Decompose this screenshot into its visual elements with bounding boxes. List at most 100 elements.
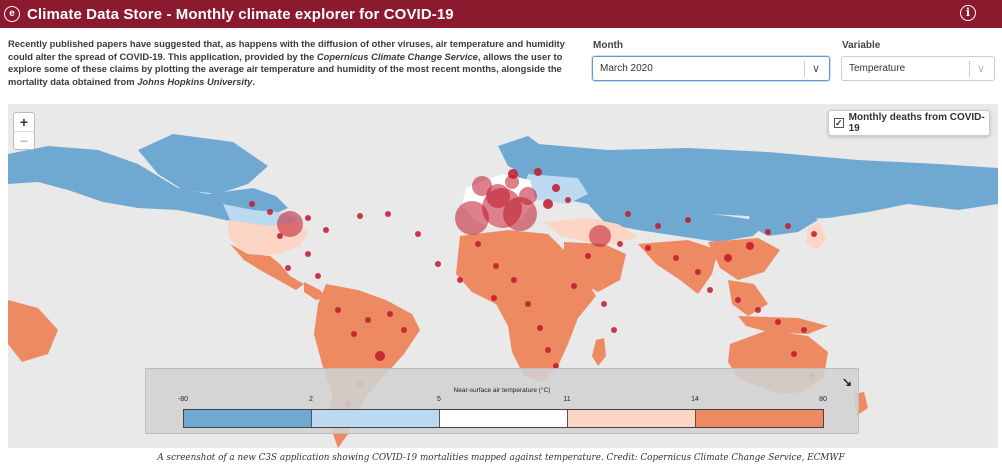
covid-death-bubble[interactable] bbox=[585, 253, 591, 259]
greenland bbox=[138, 134, 268, 194]
ecmwf-logo-icon: e bbox=[4, 6, 20, 22]
covid-death-bubble[interactable] bbox=[267, 209, 273, 215]
legend-swatch bbox=[696, 410, 823, 427]
covid-death-bubble[interactable] bbox=[357, 213, 363, 219]
covid-death-bubble[interactable] bbox=[435, 261, 441, 267]
covid-death-bubble[interactable] bbox=[685, 217, 691, 223]
covid-death-bubble[interactable] bbox=[493, 263, 499, 269]
covid-death-bubble[interactable] bbox=[249, 201, 255, 207]
covid-death-bubble[interactable] bbox=[755, 307, 761, 313]
scandinavia bbox=[498, 136, 550, 174]
month-select[interactable]: March 2020 ∨ bbox=[592, 56, 830, 81]
covid-death-bubble[interactable] bbox=[335, 307, 341, 313]
legend-tick: -80 bbox=[177, 396, 189, 403]
covid-death-bubble[interactable] bbox=[655, 223, 661, 229]
covid-death-bubble[interactable] bbox=[571, 283, 577, 289]
legend-title: Near-surface air temperature (°C) bbox=[453, 387, 551, 394]
covid-death-bubble[interactable] bbox=[801, 327, 807, 333]
covid-death-bubble[interactable] bbox=[491, 295, 497, 301]
covid-death-bubble[interactable] bbox=[511, 277, 517, 283]
covid-death-bubble[interactable] bbox=[351, 331, 357, 337]
covid-death-bubble[interactable] bbox=[601, 301, 607, 307]
covid-death-bubble[interactable] bbox=[545, 347, 551, 353]
covid-death-bubble[interactable] bbox=[365, 317, 371, 323]
covid-death-bubble[interactable] bbox=[625, 211, 631, 217]
covid-death-bubble[interactable] bbox=[315, 273, 321, 279]
eurasia-north bbox=[508, 144, 998, 220]
app-header: e Climate Data Store - Monthly climate e… bbox=[0, 0, 1002, 28]
legend-swatch bbox=[184, 410, 312, 427]
central-america bbox=[304, 282, 326, 300]
covid-death-bubble[interactable] bbox=[811, 231, 817, 237]
covid-death-bubble[interactable] bbox=[323, 227, 329, 233]
indonesia bbox=[738, 316, 828, 334]
covid-death-bubble[interactable] bbox=[472, 176, 492, 196]
image-caption: A screenshot of a new C3S application sh… bbox=[157, 453, 845, 463]
legend-tick: 80 bbox=[819, 396, 827, 403]
intro-text: Recently published papers have suggested… bbox=[8, 38, 582, 88]
zoom-out-button[interactable]: − bbox=[14, 131, 34, 149]
covid-death-bubble[interactable] bbox=[277, 233, 283, 239]
covid-death-bubble[interactable] bbox=[385, 211, 391, 217]
central-asia bbox=[588, 204, 768, 242]
covid-death-bubble[interactable] bbox=[724, 254, 732, 262]
covid-death-bubble[interactable] bbox=[534, 168, 542, 176]
covid-death-bubble[interactable] bbox=[746, 242, 754, 250]
chevron-down-icon[interactable]: ∨ bbox=[976, 63, 986, 75]
china-south bbox=[708, 238, 780, 280]
covid-death-bubble[interactable] bbox=[457, 277, 463, 283]
covid-death-bubble[interactable] bbox=[503, 197, 537, 231]
covid-death-bubble[interactable] bbox=[505, 175, 519, 189]
legend-swatch bbox=[440, 410, 568, 427]
variable-label: Variable bbox=[842, 40, 881, 51]
covid-death-bubble[interactable] bbox=[285, 265, 291, 271]
covid-death-bubble[interactable] bbox=[305, 251, 311, 257]
covid-death-bubble[interactable] bbox=[611, 327, 617, 333]
covid-death-bubble[interactable] bbox=[735, 297, 741, 303]
covid-death-bubble[interactable] bbox=[707, 287, 713, 293]
covid-death-bubble[interactable] bbox=[508, 169, 518, 179]
covid-death-bubble[interactable] bbox=[673, 255, 679, 261]
zoom-in-button[interactable]: + bbox=[19, 114, 29, 130]
layer-toggle[interactable]: ✓ Monthly deaths from COVID-19 bbox=[828, 110, 990, 136]
covid-death-bubble[interactable] bbox=[401, 327, 407, 333]
intro-part-2: , allows the user to explore some of the… bbox=[8, 50, 563, 87]
covid-death-bubble[interactable] bbox=[645, 245, 651, 251]
covid-death-bubble[interactable] bbox=[387, 311, 393, 317]
covid-death-bubble[interactable] bbox=[785, 223, 791, 229]
covid-death-bubble[interactable] bbox=[525, 301, 531, 307]
covid-death-bubble[interactable] bbox=[589, 225, 611, 247]
covid-death-bubble[interactable] bbox=[617, 241, 623, 247]
covid-death-bubble[interactable] bbox=[375, 351, 385, 361]
covid-death-bubble[interactable] bbox=[486, 184, 510, 208]
covid-death-bubble[interactable] bbox=[552, 184, 560, 192]
layer-label: Monthly deaths from COVID-19 bbox=[848, 112, 985, 134]
covid-death-bubble[interactable] bbox=[537, 325, 543, 331]
covid-death-bubble[interactable] bbox=[277, 211, 303, 237]
covid-death-bubble[interactable] bbox=[455, 201, 489, 235]
covid-death-bubble[interactable] bbox=[543, 199, 553, 209]
covid-death-bubble[interactable] bbox=[695, 269, 701, 275]
covid-death-bubble[interactable] bbox=[791, 351, 797, 357]
madagascar bbox=[592, 338, 606, 366]
covid-death-bubble[interactable] bbox=[519, 187, 537, 205]
covid-bubbles bbox=[249, 168, 817, 407]
zoom-control: + − bbox=[13, 112, 35, 150]
resize-arrow-icon[interactable]: ↘ bbox=[841, 375, 852, 389]
covid-death-bubble[interactable] bbox=[775, 319, 781, 325]
covid-death-bubble[interactable] bbox=[565, 197, 571, 203]
south-asia bbox=[638, 240, 718, 294]
covid-death-bubble[interactable] bbox=[553, 363, 559, 369]
covid-death-bubble[interactable] bbox=[415, 231, 421, 237]
west-australia-frag bbox=[8, 300, 58, 362]
covid-death-bubble[interactable] bbox=[475, 241, 481, 247]
covid-death-bubble[interactable] bbox=[305, 215, 311, 221]
southeast-asia bbox=[728, 280, 768, 316]
info-icon[interactable]: i bbox=[960, 5, 976, 21]
chevron-down-icon[interactable]: ∨ bbox=[811, 63, 821, 75]
variable-select[interactable]: Temperature ∨ bbox=[841, 56, 995, 81]
temperature-legend[interactable]: ↘ -80 2 5 11 14 80 Near-surface air temp… bbox=[145, 368, 859, 434]
covid-death-bubble[interactable] bbox=[765, 229, 771, 235]
legend-swatch bbox=[568, 410, 696, 427]
checkbox-icon[interactable]: ✓ bbox=[834, 118, 844, 128]
